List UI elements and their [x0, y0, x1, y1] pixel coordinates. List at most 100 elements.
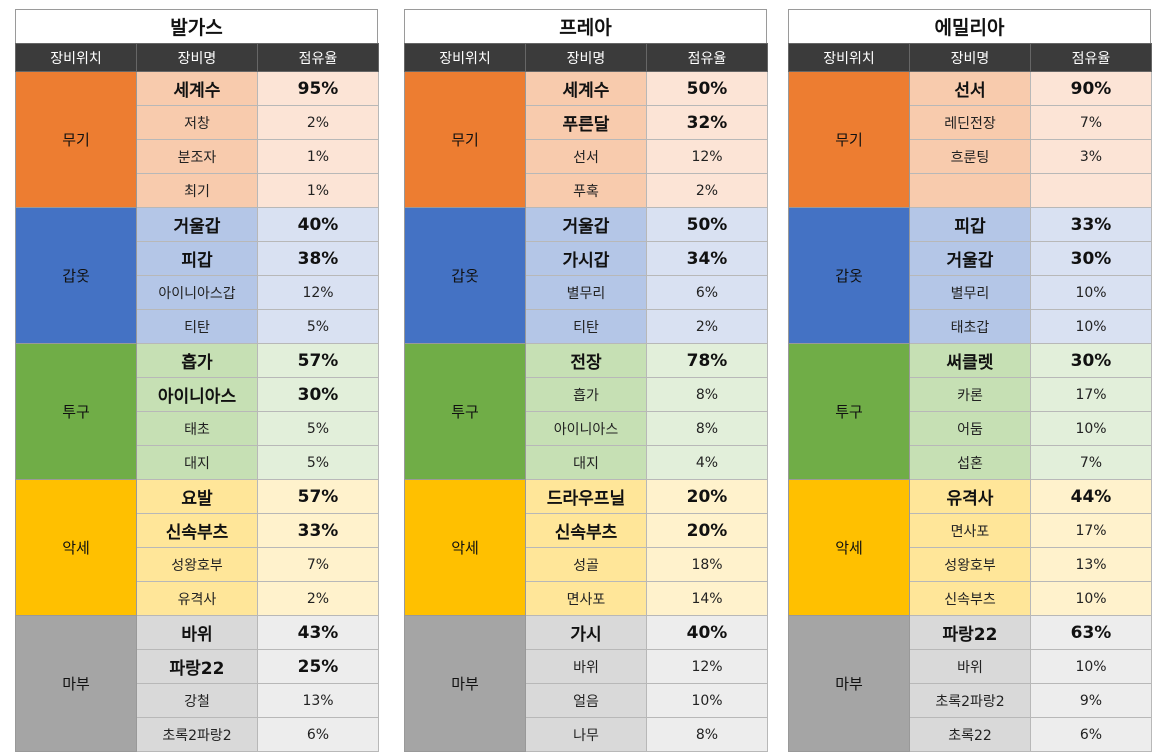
header-slot: 장비위치: [404, 43, 526, 72]
share-cell: 63%: [1030, 615, 1152, 650]
table-row: 저창 2%: [16, 105, 379, 140]
item-name-cell: 세계수: [525, 71, 647, 106]
item-name-cell: 피갑: [909, 207, 1031, 242]
item-name-cell: 면사포: [525, 581, 647, 616]
table-row: 신속부츠 33%: [16, 513, 379, 548]
share-cell: 10%: [1030, 309, 1152, 344]
table-row: 별무리 10%: [789, 275, 1152, 310]
item-name-cell: 성왕호부: [909, 547, 1031, 582]
slot-cell: 무기: [15, 71, 137, 208]
table-row: 무기 세계수 50%: [404, 71, 768, 208]
share-cell: 20%: [646, 479, 768, 514]
table-row: 아이니아스 8%: [405, 411, 768, 446]
panel-2: 에밀리아 장비위치 장비명 점유율 무기 선서 90% 레딘전장 7% 흐룬팅 3% 갑옷 피갑…: [788, 9, 1152, 752]
slot-cell: 악세: [788, 479, 910, 616]
share-cell: 20%: [646, 513, 768, 548]
equipment-table: 장비위치 장비명 점유율 무기 선서 90% 레딘전장 7% 흐룬팅 3% 갑옷 피갑 33% 거울…: [788, 43, 1152, 752]
table-row: 거울갑 30%: [789, 241, 1152, 276]
item-name-cell: 거울갑: [136, 207, 258, 242]
table-row: 갑옷 거울갑 50%: [404, 207, 768, 344]
table-row: 아이니아스 30%: [16, 377, 379, 412]
header-row: 장비위치 장비명 점유율: [404, 43, 768, 72]
share-cell: 2%: [257, 581, 379, 616]
table-row: 흐룬팅 3%: [789, 139, 1152, 174]
item-name-cell: 분조자: [136, 139, 258, 174]
item-name-cell: 티탄: [525, 309, 647, 344]
share-cell: 44%: [1030, 479, 1152, 514]
table-row: 유격사 2%: [16, 581, 379, 616]
share-cell: 1%: [257, 173, 379, 208]
table-row: 나무 8%: [405, 717, 768, 752]
slot-cell: 마부: [15, 615, 137, 752]
item-name-cell: 신속부츠: [136, 513, 258, 548]
share-cell: 8%: [646, 377, 768, 412]
share-cell: 10%: [1030, 411, 1152, 446]
share-cell: 18%: [646, 547, 768, 582]
item-name-cell: 가시: [525, 615, 647, 650]
share-cell: 10%: [646, 683, 768, 718]
share-cell: 50%: [646, 71, 768, 106]
share-cell: 9%: [1030, 683, 1152, 718]
item-name-cell: 선서: [525, 139, 647, 174]
slot-cell: 투구: [404, 343, 526, 480]
table-row: 섭혼 7%: [789, 445, 1152, 480]
item-name-cell: 아이니아스: [136, 377, 258, 412]
item-name-cell: 레딘전장: [909, 105, 1031, 140]
table-row: 카론 17%: [789, 377, 1152, 412]
table-row: 가시갑 34%: [405, 241, 768, 276]
item-name-cell: 섭혼: [909, 445, 1031, 480]
item-name-cell: 흐룬팅: [909, 139, 1031, 174]
table-row: 투구 흡가 57%: [15, 343, 379, 480]
item-name-cell: 대지: [136, 445, 258, 480]
item-name-cell: 티탄: [136, 309, 258, 344]
share-cell: 34%: [646, 241, 768, 276]
item-name-cell: 강철: [136, 683, 258, 718]
slot-cell: 악세: [404, 479, 526, 616]
share-cell: 7%: [1030, 105, 1152, 140]
share-cell: 1%: [257, 139, 379, 174]
share-cell: 12%: [257, 275, 379, 310]
item-name-cell: 푸른달: [525, 105, 647, 140]
table-row: 성골 18%: [405, 547, 768, 582]
share-cell: 5%: [257, 309, 379, 344]
panel-0: 발가스 장비위치 장비명 점유율 무기 세계수 95% 저창 2% 분조자 1% 최기 1% 갑옷…: [15, 9, 379, 752]
share-cell: 95%: [257, 71, 379, 106]
panel-title: 프레아: [404, 9, 767, 43]
item-name-cell: 별무리: [909, 275, 1031, 310]
item-name-cell: 푸혹: [525, 173, 647, 208]
share-cell: 6%: [646, 275, 768, 310]
header-slot: 장비위치: [788, 43, 910, 72]
slot-cell: 투구: [788, 343, 910, 480]
item-name-cell: 선서: [909, 71, 1031, 106]
share-cell: 10%: [1030, 649, 1152, 684]
table-row: [789, 173, 1152, 208]
slot-cell: 악세: [15, 479, 137, 616]
slot-cell: 무기: [404, 71, 526, 208]
share-cell: 7%: [257, 547, 379, 582]
table-row: 얼음 10%: [405, 683, 768, 718]
table-row: 푸른달 32%: [405, 105, 768, 140]
table-row: 바위 10%: [789, 649, 1152, 684]
share-cell: 2%: [646, 173, 768, 208]
table-row: 아이니아스갑 12%: [16, 275, 379, 310]
share-cell: 32%: [646, 105, 768, 140]
header-share: 점유율: [646, 43, 768, 72]
share-cell: 6%: [257, 717, 379, 752]
table-row: 최기 1%: [16, 173, 379, 208]
share-cell: 13%: [257, 683, 379, 718]
slot-cell: 마부: [788, 615, 910, 752]
table-row: 선서 12%: [405, 139, 768, 174]
item-name-cell: 신속부츠: [525, 513, 647, 548]
item-name-cell: 성왕호부: [136, 547, 258, 582]
item-name-cell: 바위: [525, 649, 647, 684]
share-cell: 13%: [1030, 547, 1152, 582]
item-name-cell: 아이니아스: [525, 411, 647, 446]
share-cell: 17%: [1030, 513, 1152, 548]
table-row: 무기 선서 90%: [788, 71, 1152, 208]
share-cell: 78%: [646, 343, 768, 378]
item-name-cell: 파랑22: [909, 615, 1031, 650]
slot-cell: 무기: [788, 71, 910, 208]
share-cell: 33%: [257, 513, 379, 548]
share-cell: 8%: [646, 717, 768, 752]
table-row: 악세 드라우프닐 20%: [404, 479, 768, 616]
